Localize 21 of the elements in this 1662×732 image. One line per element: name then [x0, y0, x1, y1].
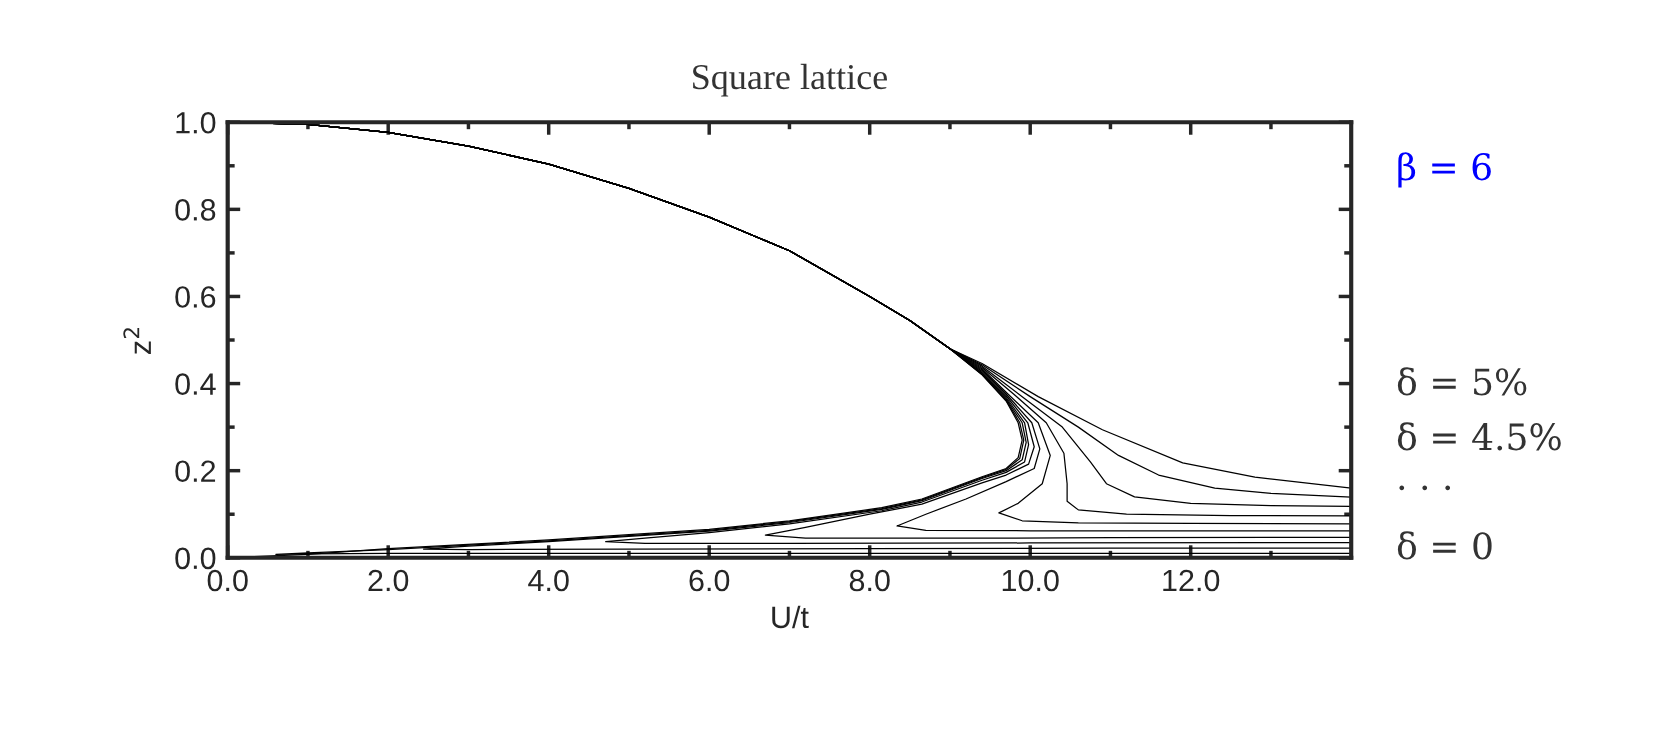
y-tick-label: 0.2	[175, 460, 216, 483]
text: β = 6	[1398, 152, 1491, 188]
x-tick-label: 10.0	[1002, 569, 1059, 592]
x-tick-label: 0.0	[207, 569, 248, 592]
y-tick-label: 1.0	[176, 111, 216, 134]
y-tick-label: 0.8	[175, 199, 216, 221]
x-tick-label: 12.0	[1163, 569, 1220, 592]
text: δ = 5%	[1397, 367, 1527, 396]
x-tick-label: 2.0	[368, 569, 409, 592]
x-tick-label: 8.0	[849, 569, 890, 592]
chart-title: Square lattice	[693, 63, 887, 97]
text: · · ·	[1399, 485, 1451, 491]
y-tick-label: 0.6	[175, 286, 216, 308]
x-tick-label: 6.0	[689, 569, 730, 592]
x-tick-label: 4.0	[528, 569, 569, 592]
text: δ = 4.5%	[1397, 422, 1561, 451]
y-tick-label: 0.4	[175, 373, 216, 395]
text: δ = 0	[1397, 531, 1492, 560]
x-axis-title: U/t	[772, 605, 809, 629]
y-tick-label: 0.0	[175, 547, 216, 570]
y-axis-title: z$^{2}$	[123, 328, 151, 354]
